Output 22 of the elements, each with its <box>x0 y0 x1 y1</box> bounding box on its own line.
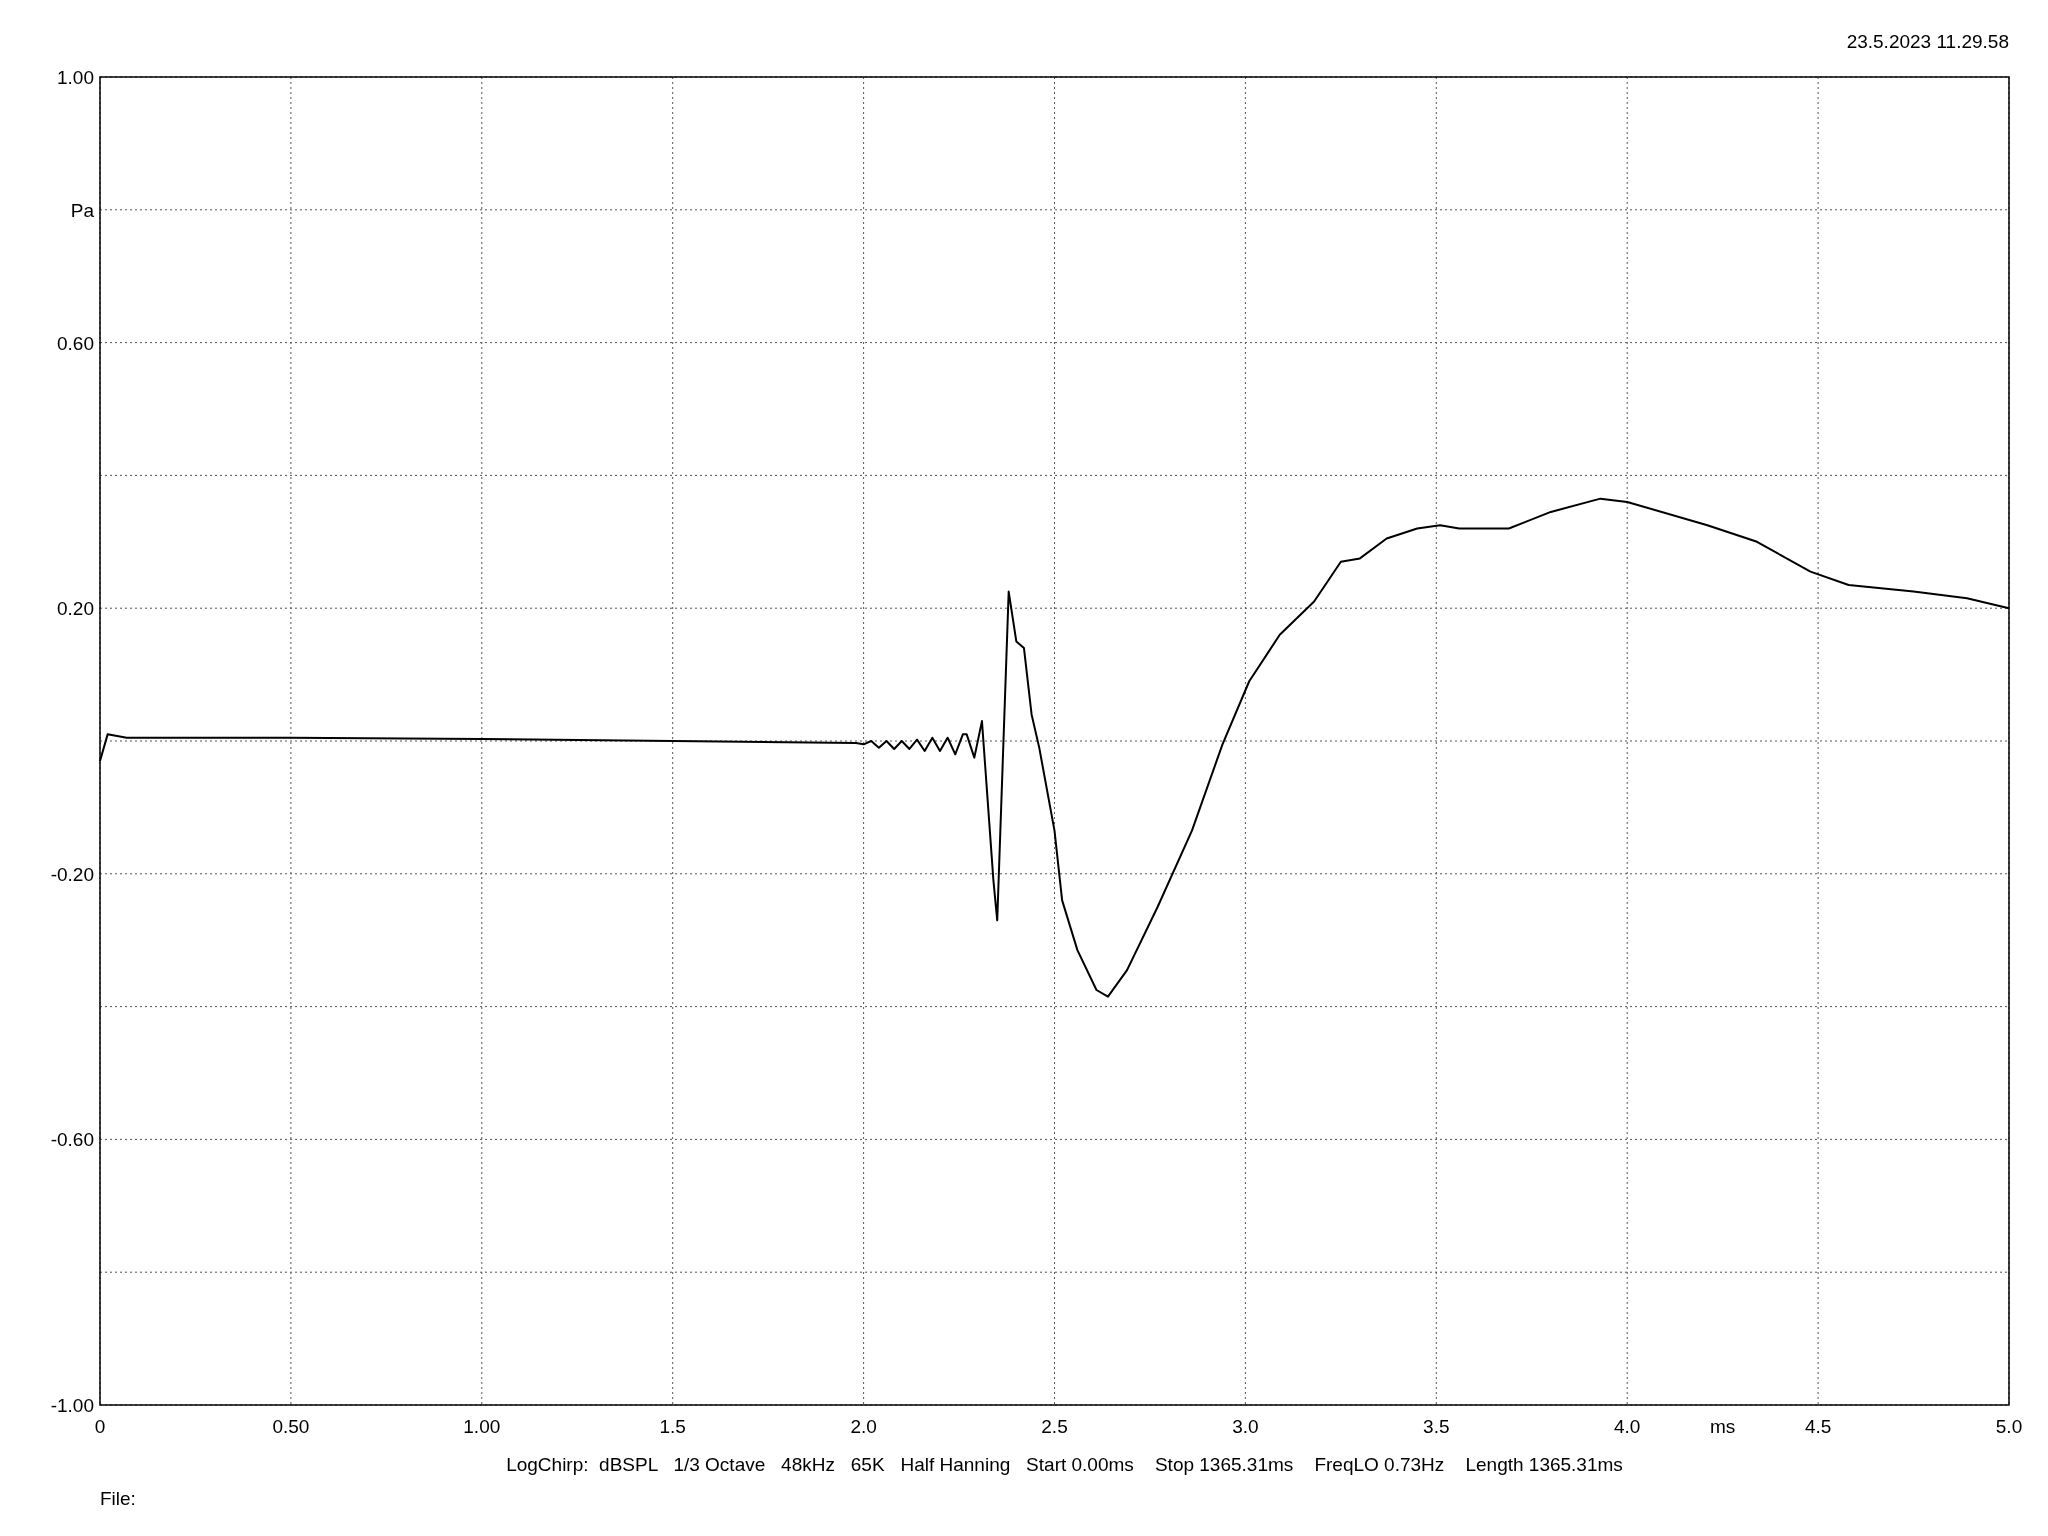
x-tick-label: 4.0 <box>1613 1416 1641 1437</box>
x-axis-title: ms <box>1709 1416 1736 1437</box>
x-tick-label: 1.00 <box>463 1416 501 1437</box>
x-tick-label: 1.5 <box>659 1416 686 1437</box>
x-tick-label: 2.5 <box>1041 1416 1068 1437</box>
y-tick-label: -0.60 <box>50 1129 94 1151</box>
x-tick-label: 3.5 <box>1423 1416 1450 1437</box>
x-tick-label: 0.50 <box>272 1416 310 1437</box>
y-tick-label: 0.60 <box>57 332 94 354</box>
x-tick-label: 5.0 <box>1995 1416 2023 1437</box>
y-tick-label: 1.00 <box>57 67 94 88</box>
y-tick-label: 0.20 <box>57 598 94 620</box>
x-tick-label: 2.0 <box>850 1416 877 1437</box>
x-tick-label: 4.5 <box>1804 1416 1832 1437</box>
x-tick-label: 3.0 <box>1232 1416 1259 1437</box>
text: LogChirp: dBSPL 1/3 Octave 48kHz 65K Half Hanning Start 0.00ms Stop 1365.31ms FreqLO 0.73Hz Length 1365.31ms <box>506 1454 1623 1475</box>
y-tick-label: -0.20 <box>50 863 94 885</box>
y-axis-title: Pa <box>70 199 95 221</box>
text: 23.5.2023 11.29.58 <box>1846 31 2009 52</box>
text: File: <box>100 1488 136 1509</box>
y-tick-label: -1.00 <box>50 1395 94 1416</box>
x-tick-label: 0 <box>94 1416 106 1437</box>
